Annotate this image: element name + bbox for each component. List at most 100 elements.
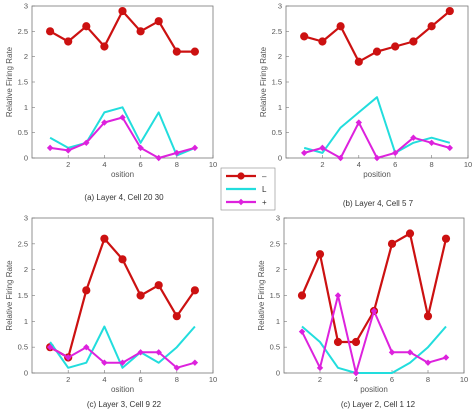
x-tick-label: 4 [357, 160, 361, 169]
chart-panel-3: 0 0.5 1 1.5 2 2.5 3 2 4 6 8 10 osition Relative Firin… [5, 214, 217, 410]
data-point [352, 369, 360, 377]
y-tick-label: 2 [278, 52, 282, 61]
data-point [100, 42, 109, 51]
y-tick-label: 2 [276, 265, 280, 274]
x-tick-label: 10 [460, 375, 468, 384]
panel-caption: (c) Layer 2, Cell 1 12 [341, 400, 416, 409]
x-axis-label: osition [111, 170, 134, 179]
data-point [136, 291, 145, 300]
data-point [391, 42, 400, 51]
data-point [137, 144, 144, 152]
data-point [172, 312, 181, 321]
y-tick-label: 1.5 [272, 78, 282, 87]
y-tick-label: 1.5 [18, 78, 28, 87]
chart-panel-2: 0 0.5 1 1.5 2 2.5 3 2 4 6 8 10 position Relative Firi… [259, 2, 472, 209]
x-tick-label: 8 [426, 375, 430, 384]
series-line-2 [49, 325, 196, 369]
y-tick-label: 1 [24, 103, 28, 112]
x-tick-label: 2 [320, 160, 324, 169]
legend-marker [237, 172, 245, 180]
data-point [173, 149, 180, 157]
data-point [82, 286, 91, 295]
x-tick-label: 6 [139, 160, 143, 169]
data-point [298, 328, 306, 335]
series-line-2 [301, 325, 447, 374]
x-axis-label: position [363, 170, 391, 179]
y-tick-label: 0.5 [18, 343, 28, 352]
x-tick-label: 4 [354, 375, 358, 384]
data-point [83, 343, 90, 351]
y-axis-label: Relative Firing Rate [259, 46, 268, 117]
y-tick-label: 3 [24, 214, 28, 223]
data-point [405, 229, 415, 238]
data-point [442, 354, 450, 361]
y-tick-label: 1.5 [18, 291, 28, 300]
x-axis-label: position [360, 385, 388, 394]
data-point [445, 6, 454, 16]
data-point [427, 22, 436, 31]
data-point [300, 32, 309, 41]
data-point [118, 6, 127, 16]
data-point [333, 337, 343, 347]
legend-label: + [262, 198, 267, 207]
data-point [315, 250, 325, 259]
x-tick-label: 10 [209, 375, 217, 384]
series-line-2 [303, 96, 451, 154]
data-point [301, 149, 308, 157]
y-tick-label: 1 [24, 317, 28, 326]
y-axis-label: Relative Firing Rate [257, 260, 266, 331]
y-tick-label: 2.5 [18, 27, 28, 36]
data-point [172, 47, 181, 56]
data-point [136, 27, 145, 36]
data-point [351, 337, 361, 347]
data-point [392, 149, 399, 157]
data-point [410, 134, 417, 141]
y-tick-label: 0 [276, 369, 280, 378]
data-point [101, 119, 108, 126]
data-point [446, 144, 453, 152]
x-tick-label: 8 [175, 375, 179, 384]
x-tick-label: 6 [139, 375, 143, 384]
data-point [354, 57, 363, 66]
data-point [387, 239, 397, 248]
data-point [373, 154, 381, 162]
y-tick-label: 3 [24, 2, 28, 11]
data-point [137, 349, 144, 356]
data-point [406, 349, 414, 356]
y-axis-label: Relative Firing Rate [5, 260, 14, 331]
data-point [82, 22, 91, 31]
y-tick-label: 2.5 [270, 239, 280, 248]
data-point [372, 47, 382, 56]
data-point [423, 312, 433, 321]
data-point [118, 255, 127, 264]
plot-frame [31, 217, 214, 374]
data-point [190, 286, 199, 295]
legend-label: – [262, 172, 267, 181]
data-point [64, 37, 73, 46]
panel-caption: (a) Layer 4, Cell 20 30 [84, 193, 164, 202]
data-point [154, 281, 163, 290]
plot-frame [285, 5, 469, 159]
y-tick-label: 0 [24, 369, 28, 378]
legend-label: L [262, 185, 267, 194]
y-tick-label: 2.5 [18, 239, 28, 248]
x-tick-label: 2 [318, 375, 322, 384]
data-point [83, 139, 90, 146]
data-point [154, 17, 163, 26]
data-point [190, 47, 199, 56]
data-point [318, 37, 327, 46]
series-line-2 [49, 106, 196, 157]
x-tick-label: 8 [430, 160, 434, 169]
plot-frame [283, 217, 465, 374]
plot-frame [31, 5, 214, 159]
data-point [409, 37, 418, 46]
y-tick-label: 0 [24, 154, 28, 163]
x-tick-label: 6 [393, 160, 397, 169]
x-tick-label: 6 [390, 375, 394, 384]
y-tick-label: 2 [24, 265, 28, 274]
y-tick-label: 0.5 [272, 128, 282, 137]
data-point [173, 364, 180, 372]
y-tick-label: 3 [276, 214, 280, 223]
y-tick-label: 1 [276, 317, 280, 326]
